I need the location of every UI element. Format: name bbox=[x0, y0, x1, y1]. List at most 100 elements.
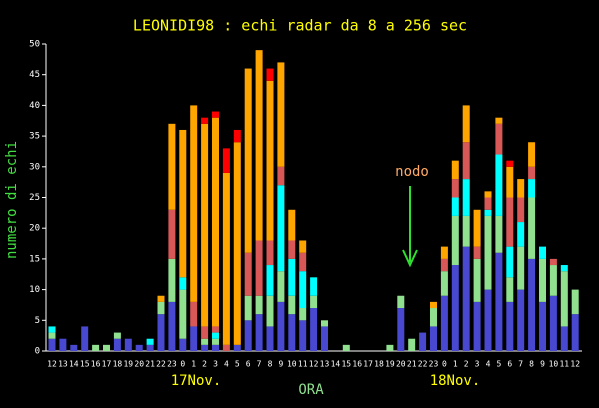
bar-segment bbox=[124, 338, 132, 351]
bar-segment bbox=[560, 326, 568, 351]
bar-segment bbox=[157, 314, 165, 351]
x-tick-label: 10 bbox=[287, 360, 297, 369]
bar-segment bbox=[168, 209, 176, 259]
x-tick-label: 14 bbox=[331, 360, 341, 369]
x-tick-label: 12 bbox=[570, 360, 580, 369]
x-tick-label: 6 bbox=[507, 360, 512, 369]
bar-segment bbox=[168, 123, 176, 210]
y-tick-label: 30 bbox=[29, 162, 40, 172]
bar-segment bbox=[321, 326, 328, 351]
bar-segment bbox=[222, 148, 230, 173]
x-tick-label: 20 bbox=[396, 360, 406, 369]
y-tick-label: 15 bbox=[29, 254, 40, 264]
bar-segment bbox=[277, 166, 285, 186]
bar-segment bbox=[48, 326, 56, 333]
bar-segment bbox=[255, 295, 263, 315]
bar-segment bbox=[266, 68, 274, 81]
bar-segment bbox=[288, 314, 296, 351]
bar-segment bbox=[288, 258, 296, 296]
x-tick-label: 13 bbox=[320, 360, 330, 369]
bar-segment bbox=[506, 301, 514, 351]
bar-segment bbox=[255, 50, 263, 241]
bar-segment bbox=[495, 215, 503, 253]
bar-segment bbox=[386, 344, 394, 351]
bar-segment bbox=[440, 295, 448, 351]
bar-segment bbox=[473, 301, 481, 351]
bar-segment bbox=[473, 246, 481, 259]
bar-segment bbox=[135, 344, 143, 351]
x-tick-label: 23 bbox=[167, 360, 177, 369]
bar-segment bbox=[473, 209, 481, 247]
bar-segment bbox=[266, 295, 274, 327]
bar-segment bbox=[212, 344, 219, 351]
bar-segment bbox=[201, 326, 209, 339]
bar-segment bbox=[255, 314, 263, 351]
bar-segment bbox=[81, 326, 89, 351]
bar-segment bbox=[299, 320, 307, 351]
bar-segment bbox=[440, 258, 448, 272]
bar-segment bbox=[549, 295, 557, 351]
bar-segment bbox=[430, 308, 437, 327]
bar-segment bbox=[212, 332, 219, 339]
x-tick-label: 3 bbox=[475, 360, 480, 369]
bar-segment bbox=[179, 129, 187, 278]
x-tick-label: 5 bbox=[235, 360, 240, 369]
bar-segment bbox=[179, 338, 187, 351]
bar-segment bbox=[299, 271, 307, 309]
bar-segment bbox=[506, 197, 514, 247]
bar-segment bbox=[233, 344, 241, 351]
bar-segment bbox=[233, 129, 241, 143]
x-tick-label: 4 bbox=[486, 360, 491, 369]
bar-segment bbox=[528, 197, 536, 259]
y-tick-label: 25 bbox=[29, 193, 40, 203]
bar-segment bbox=[462, 215, 470, 247]
bar-segment bbox=[506, 166, 514, 198]
x-tick-label: 17 bbox=[102, 360, 112, 369]
x-tick-label: 7 bbox=[257, 360, 262, 369]
bar-segment bbox=[222, 172, 230, 345]
bar-segment bbox=[517, 222, 525, 247]
x-tick-label: 2 bbox=[202, 360, 207, 369]
bar-segment bbox=[549, 265, 557, 296]
bar-segment bbox=[462, 246, 470, 351]
bar-segment bbox=[408, 338, 416, 351]
x-tick-label: 9 bbox=[540, 360, 545, 369]
x-tick-label: 8 bbox=[529, 360, 534, 369]
bar-segment bbox=[517, 246, 525, 290]
x-tick-label: 22 bbox=[418, 360, 428, 369]
x-tick-label: 19 bbox=[123, 360, 133, 369]
bar-segment bbox=[157, 295, 165, 302]
bar-segment bbox=[495, 252, 503, 351]
bar-segment bbox=[539, 258, 546, 302]
bar-segment bbox=[201, 344, 209, 351]
day-label: 17Nov. bbox=[171, 373, 222, 389]
x-tick-label: 8 bbox=[268, 360, 273, 369]
bar-segment bbox=[288, 295, 296, 315]
x-tick-label: 15 bbox=[80, 360, 90, 369]
x-tick-label: 18 bbox=[113, 360, 123, 369]
bar-segment bbox=[419, 332, 427, 351]
bar-segment bbox=[451, 160, 459, 180]
bar-segment bbox=[451, 179, 459, 198]
x-tick-label: 11 bbox=[559, 360, 569, 369]
x-tick-label: 13 bbox=[58, 360, 68, 369]
bar-segment bbox=[462, 105, 470, 143]
y-tick-label: 50 bbox=[29, 40, 40, 50]
y-tick-label: 0 bbox=[35, 347, 40, 357]
x-tick-label: 0 bbox=[442, 360, 447, 369]
x-tick-label: 17 bbox=[363, 360, 373, 369]
bar-segment bbox=[299, 252, 307, 272]
x-tick-label: 9 bbox=[278, 360, 283, 369]
bar-segment bbox=[157, 301, 165, 315]
bar-segment bbox=[506, 160, 514, 167]
bar-segment bbox=[430, 301, 437, 309]
x-tick-label: 18 bbox=[374, 360, 384, 369]
x-tick-label: 4 bbox=[224, 360, 229, 369]
bar-segment bbox=[528, 179, 536, 198]
x-tick-label: 10 bbox=[549, 360, 559, 369]
x-tick-label: 5 bbox=[496, 360, 501, 369]
bar-segment bbox=[528, 166, 536, 180]
bar-segment bbox=[473, 258, 481, 302]
bar-segment bbox=[277, 62, 285, 167]
